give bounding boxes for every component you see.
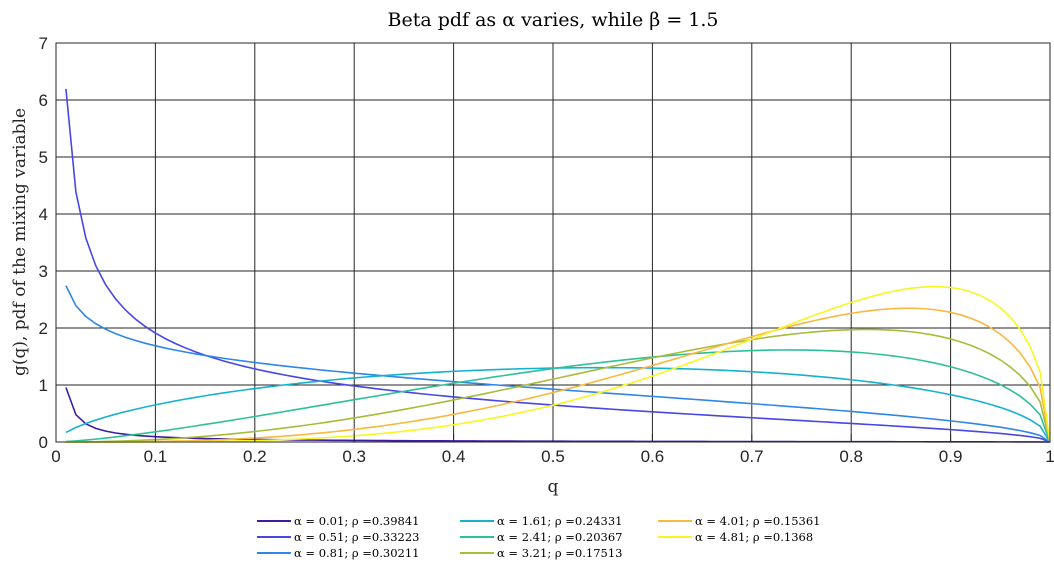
x-tick-label: 1 bbox=[1045, 447, 1054, 466]
legend-entry: α = 4.81; ρ =0.1368 bbox=[695, 530, 813, 544]
x-tick-label: 0.3 bbox=[342, 447, 366, 466]
y-tick-label: 0 bbox=[39, 433, 48, 452]
x-tick-label: 0.1 bbox=[144, 447, 168, 466]
legend-entry: α = 3.21; ρ =0.17513 bbox=[497, 546, 622, 560]
x-tick-label: 0.4 bbox=[442, 447, 466, 466]
legend-entry: α = 1.61; ρ =0.24331 bbox=[497, 514, 622, 528]
series-line-8 bbox=[65, 285, 1051, 443]
x-axis-label: q bbox=[548, 477, 559, 497]
x-tick-label: 0.5 bbox=[541, 447, 565, 466]
y-tick-label: 7 bbox=[39, 34, 48, 53]
series-line-2 bbox=[65, 88, 1051, 443]
legend: α = 0.01; ρ =0.39841 α = 0.51; ρ =0.33223… bbox=[257, 514, 820, 560]
x-tick-label: 0.7 bbox=[740, 447, 764, 466]
x-tick-label: 0.6 bbox=[641, 447, 665, 466]
legend-entry: α = 4.01; ρ =0.15361 bbox=[695, 514, 820, 528]
x-tick-label: 0.8 bbox=[839, 447, 863, 466]
series-line-6 bbox=[65, 328, 1051, 443]
legend-box bbox=[249, 509, 855, 566]
y-tick-label: 2 bbox=[39, 319, 48, 338]
legend-entry: α = 0.01; ρ =0.39841 bbox=[294, 514, 419, 528]
y-tick-label: 1 bbox=[39, 376, 48, 395]
x-tick-label: 0.2 bbox=[243, 447, 267, 466]
x-tick-label: 0 bbox=[51, 447, 60, 466]
series-line-3 bbox=[65, 285, 1051, 443]
y-axis-label: g(q), pdf of the mixing variable bbox=[10, 108, 30, 376]
legend-entry: α = 0.51; ρ =0.33223 bbox=[294, 530, 419, 544]
series-line-7 bbox=[65, 307, 1051, 443]
series-line-5 bbox=[65, 349, 1051, 443]
legend-entry: α = 0.81; ρ =0.30211 bbox=[294, 546, 419, 560]
y-tick-label: 5 bbox=[39, 148, 48, 167]
series-curves bbox=[65, 88, 1051, 443]
grid-lines bbox=[56, 43, 1050, 442]
chart-title: Beta pdf as α varies, while β = 1.5 bbox=[387, 9, 718, 31]
y-tick-label: 6 bbox=[39, 91, 48, 110]
axis-ticks: 0 0.1 0.2 0.3 0.4 0.5 0.6 0.7 0.8 0.9 1 0 1 2 3 4 5 6 7 bbox=[39, 34, 1054, 466]
y-tick-label: 3 bbox=[39, 262, 48, 281]
y-tick-label: 4 bbox=[39, 205, 48, 224]
legend-entry: α = 2.41; ρ =0.20367 bbox=[497, 530, 622, 544]
x-tick-label: 0.9 bbox=[939, 447, 963, 466]
